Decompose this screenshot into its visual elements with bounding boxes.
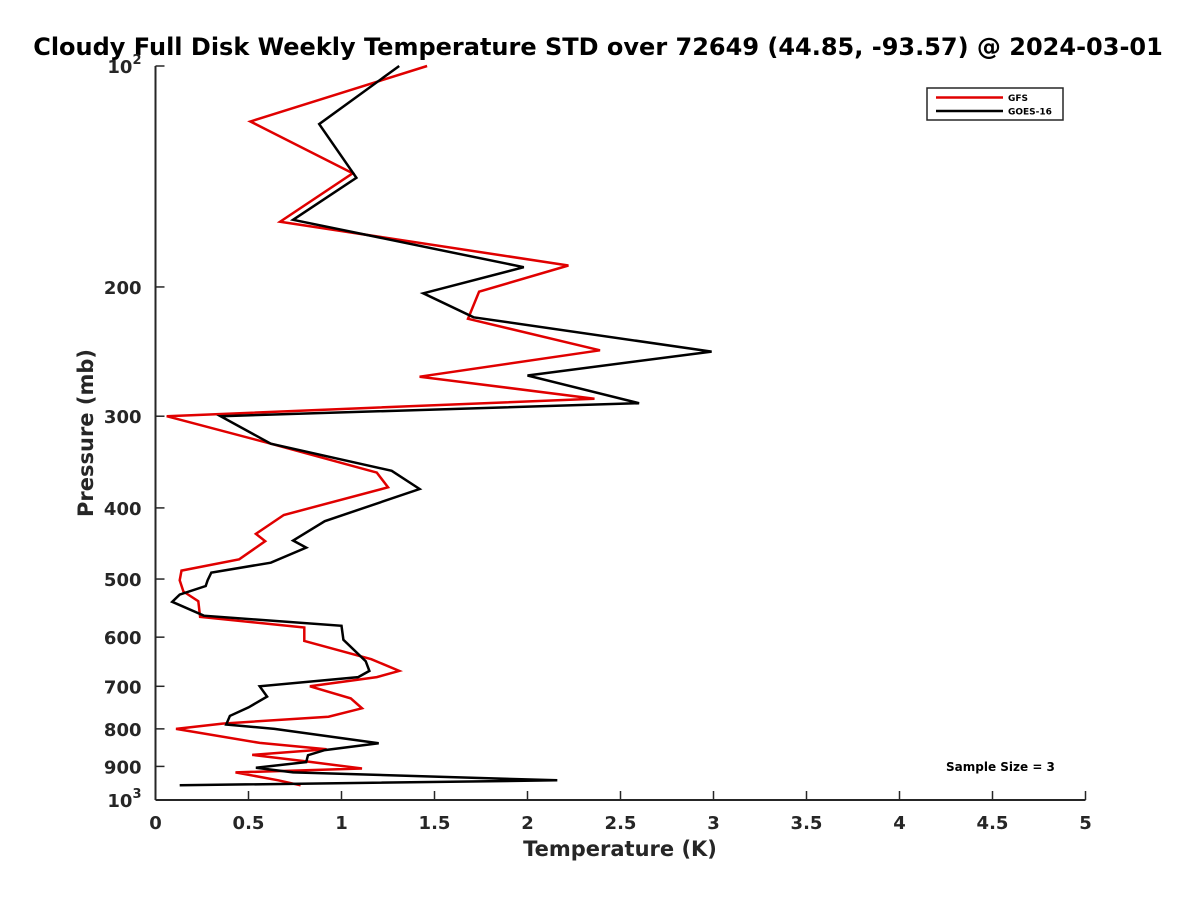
x-tick-label: 4.5 (977, 813, 1009, 834)
legend: GFS GOES-16 (926, 87, 1064, 121)
y-tick-label: 900 (104, 757, 142, 778)
legend-label-goes16: GOES-16 (1008, 108, 1052, 118)
x-tick-label: 5 (1079, 813, 1092, 834)
y-tick-label: 103 (107, 787, 141, 812)
y-tick-label: 600 (104, 628, 142, 649)
y-tick-label: 300 (104, 407, 142, 428)
y-axis-label: Pressure (mb) (74, 349, 98, 517)
x-tick-label: 0 (149, 813, 162, 834)
x-tick-label: 4 (893, 813, 906, 834)
x-tick-label: 2.5 (605, 813, 637, 834)
y-tick-label: 700 (104, 677, 142, 698)
y-tick-label: 800 (104, 720, 142, 741)
x-axis-label: Temperature (K) (523, 837, 717, 861)
x-tick-label: 3 (707, 813, 720, 834)
legend-box (926, 87, 1064, 121)
y-tick-label: 102 (107, 53, 141, 78)
chart-title: Cloudy Full Disk Weekly Temperature STD … (33, 33, 1163, 61)
x-tick-label: 1 (335, 813, 348, 834)
legend-label-gfs: GFS (1008, 94, 1028, 104)
y-tick-label: 400 (104, 499, 142, 520)
x-tick-label: 0.5 (233, 813, 265, 834)
x-tick-label: 2 (521, 813, 534, 834)
x-tick-label: 1.5 (419, 813, 451, 834)
x-tick-label: 3.5 (791, 813, 823, 834)
y-tick-label: 200 (104, 278, 142, 299)
series-line-gfs (166, 64, 601, 787)
series-line-goes16 (169, 64, 712, 787)
sample-size-annotation: Sample Size = 3 (946, 760, 1055, 774)
y-tick-label: 500 (104, 570, 142, 591)
